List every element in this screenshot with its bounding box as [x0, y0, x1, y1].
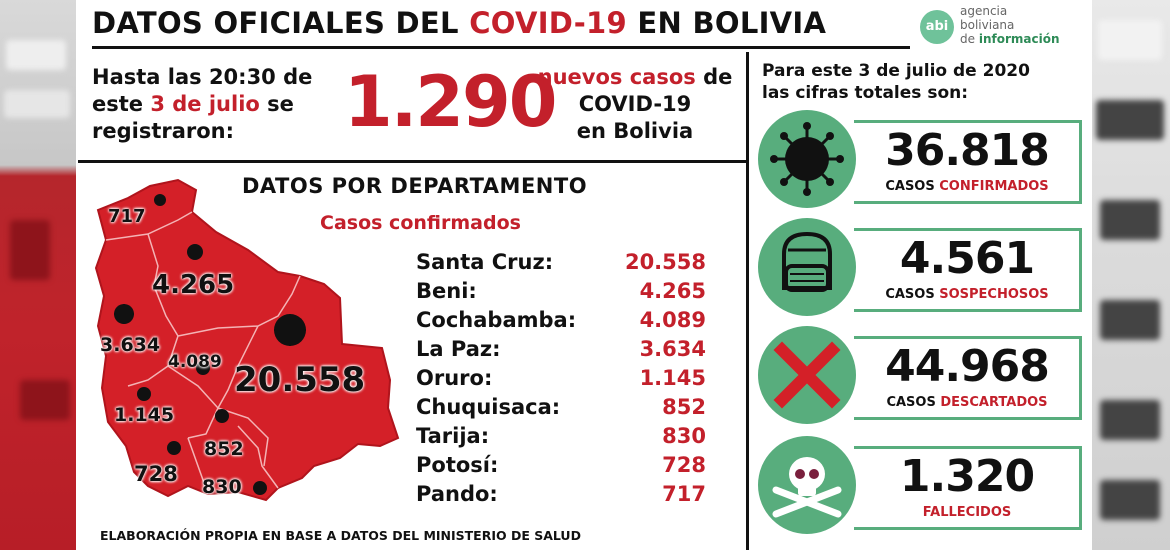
map-label-santa-cruz: 20.558 [234, 360, 366, 400]
list-item: Santa Cruz: 20.558 [416, 250, 706, 274]
new-cases-caption: nuevos casos de COVID-19 en Bolivia [537, 65, 733, 143]
discarded-number: 44.968 [885, 341, 1050, 392]
confirmed-number: 36.818 [885, 125, 1050, 176]
total-deaths: 1.320 FALLECIDOS [758, 436, 1084, 536]
list-item: Tarija: 830 [416, 424, 706, 448]
list-item: Pando: 717 [416, 482, 706, 506]
divider-vertical [746, 52, 749, 550]
abi-logo: abi agencia boliviana de información [920, 4, 1090, 48]
map-label-pando: 717 [108, 206, 146, 227]
abi-badge: abi [920, 10, 954, 44]
title-underline [92, 46, 910, 49]
departments-title: DATOS POR DEPARTAMENTO [242, 174, 588, 198]
skull-icon [772, 457, 842, 518]
bolivia-map-shape [94, 178, 400, 502]
list-item: Chuquisaca: 852 [416, 395, 706, 419]
divider-horizontal [78, 160, 746, 163]
list-item: Beni: 4.265 [416, 279, 706, 303]
map-label-cochabamba: 4.089 [168, 352, 222, 372]
map-virus-spikes [114, 304, 306, 346]
list-item: La Paz: 3.634 [416, 337, 706, 361]
background-right-blur [1092, 0, 1170, 550]
mask-face-icon [782, 231, 832, 292]
map-label-chuquisaca: 852 [204, 438, 244, 460]
map-label-oruro: 1.145 [114, 404, 175, 426]
map-label-la-paz: 3.634 [100, 334, 161, 356]
departments-list: Santa Cruz: 20.558 Beni: 4.265 Cochabamba:… [416, 250, 706, 511]
report-date: 3 de julio [150, 92, 260, 116]
source-footer: ELABORACIÓN PROPIA EN BASE A DATOS DEL M… [100, 528, 581, 543]
map-label-beni: 4.265 [152, 270, 235, 300]
virus-icon [770, 122, 844, 196]
deaths-number: 1.320 [899, 451, 1035, 502]
background-left-blur [0, 0, 76, 550]
red-x-icon [773, 341, 841, 409]
total-discarded: 44.968 CASOS DESCARTADOS [758, 326, 1084, 426]
bolivia-map: 717 4.265 3.634 4.089 20.558 1.145 852 7… [88, 176, 408, 508]
list-item: Cochabamba: 4.089 [416, 308, 706, 332]
departments-subtitle: Casos confirmados [320, 212, 521, 234]
map-label-tarija: 830 [202, 476, 242, 498]
page-title: DATOS OFICIALES DEL COVID-19 EN BOLIVIA [92, 6, 827, 40]
total-confirmed: 36.818 CASOS CONFIRMADOS [758, 110, 1084, 210]
total-suspected: 4.561 CASOS SOSPECHOSOS [758, 218, 1084, 318]
list-item: Oruro: 1.145 [416, 366, 706, 390]
map-label-potosi: 728 [134, 462, 178, 486]
totals-heading: Para este 3 de julio de 2020 las cifras … [762, 61, 1030, 103]
suspected-number: 4.561 [899, 233, 1035, 284]
title-highlight: COVID-19 [469, 6, 627, 40]
infographic: DATOS OFICIALES DEL COVID-19 EN BOLIVIA … [78, 0, 1092, 550]
new-cases-number: 1.290 [344, 61, 557, 143]
intro-text: Hasta las 20:30 de este 3 de julio se re… [92, 65, 313, 143]
list-item: Potosí: 728 [416, 453, 706, 477]
